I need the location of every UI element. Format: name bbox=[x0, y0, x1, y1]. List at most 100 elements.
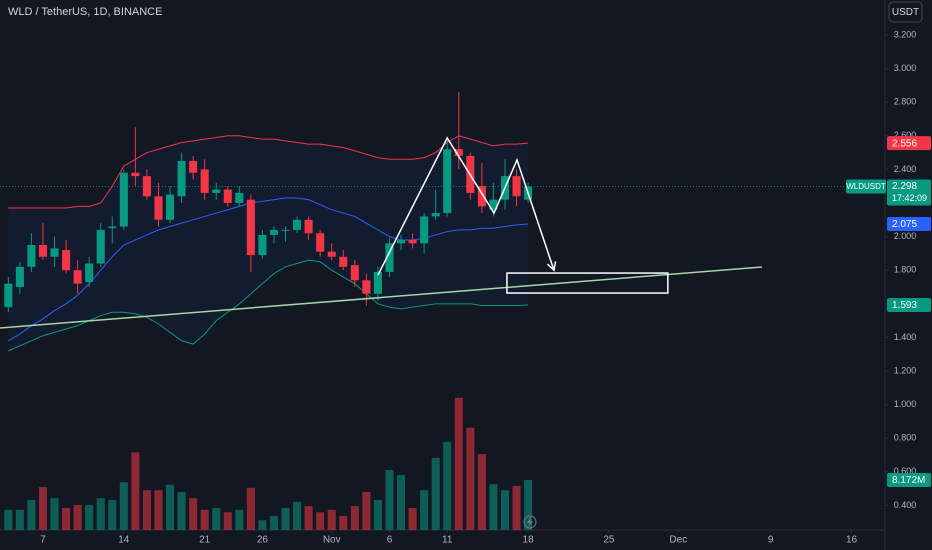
candle-body bbox=[165, 194, 175, 220]
candle-body bbox=[85, 263, 94, 282]
countdown: 17:42:09 bbox=[892, 193, 927, 203]
price-tag bbox=[887, 136, 931, 151]
volume-bar bbox=[258, 520, 267, 530]
candle-body bbox=[304, 219, 313, 234]
candle-body bbox=[154, 196, 163, 220]
x-tick-label: Dec bbox=[669, 535, 687, 546]
y-tick-label: 3.200 bbox=[894, 29, 917, 39]
currency-button[interactable] bbox=[888, 1, 923, 23]
volume-bar bbox=[142, 490, 151, 530]
y-tick-label: 3.000 bbox=[894, 63, 917, 73]
candle-body bbox=[246, 199, 255, 256]
candle-body bbox=[293, 219, 302, 230]
volume-bar bbox=[154, 490, 163, 530]
candle-body bbox=[96, 229, 105, 264]
candle-body bbox=[396, 239, 406, 244]
volume-bar bbox=[327, 509, 336, 530]
candle-body bbox=[420, 216, 429, 244]
candle-body bbox=[200, 169, 209, 193]
y-tick-label: 2.400 bbox=[894, 164, 917, 174]
volume-bar bbox=[235, 509, 244, 530]
chart-title: WLD / TetherUS, 1D, BINANCE bbox=[8, 6, 162, 18]
x-tick-label: 14 bbox=[118, 535, 130, 546]
bollinger-upper bbox=[8, 135, 529, 209]
volume-bar bbox=[524, 479, 533, 530]
volume-bar bbox=[316, 512, 325, 530]
candle-body bbox=[385, 243, 394, 272]
pattern-path bbox=[377, 136, 555, 276]
volume-bar bbox=[189, 498, 198, 530]
symbol-label: WLDUSDT bbox=[846, 182, 886, 191]
candle-body bbox=[4, 283, 13, 308]
candle-body bbox=[443, 149, 452, 214]
volume-bar bbox=[281, 507, 290, 530]
candle-body bbox=[339, 256, 348, 267]
bollinger-lower bbox=[8, 259, 529, 352]
y-tick-label: 1.400 bbox=[894, 332, 917, 342]
pattern-arrowhead bbox=[546, 261, 557, 272]
x-tick-label: 6 bbox=[387, 535, 393, 546]
x-tick-label: 11 bbox=[442, 535, 453, 546]
candle-body bbox=[108, 226, 117, 229]
volume-bar bbox=[466, 427, 475, 530]
volume-bar bbox=[269, 515, 279, 530]
volume-bar bbox=[246, 487, 255, 530]
volume-bar bbox=[373, 500, 382, 530]
replay-icon[interactable] bbox=[523, 515, 537, 529]
volume-bar bbox=[38, 487, 48, 530]
volume-bar bbox=[223, 512, 232, 530]
x-tick-label: 7 bbox=[40, 535, 46, 546]
candle-body bbox=[38, 245, 48, 257]
y-tick-label: 2.000 bbox=[894, 231, 917, 241]
volume-bar bbox=[165, 484, 175, 530]
volume-bar bbox=[454, 397, 463, 530]
candle-body bbox=[350, 265, 359, 281]
candle-body bbox=[27, 245, 36, 267]
volume-bar bbox=[177, 492, 186, 530]
volume-bar bbox=[431, 457, 440, 530]
candle-body bbox=[189, 160, 198, 173]
volume-tag-label: 8.172M bbox=[892, 475, 925, 486]
candle-body bbox=[50, 248, 59, 257]
volume-bar bbox=[293, 501, 302, 530]
y-tick-label: 0.400 bbox=[894, 500, 917, 510]
bollinger-fill bbox=[8, 135, 529, 351]
x-tick-label: Nov bbox=[323, 535, 341, 546]
candle-body bbox=[281, 229, 290, 231]
volume-bar bbox=[396, 474, 406, 530]
y-tick-label: 1.000 bbox=[894, 399, 917, 409]
y-tick-label: 0.600 bbox=[894, 466, 917, 476]
volume-bar bbox=[119, 482, 128, 530]
target-box bbox=[506, 272, 669, 294]
volume-bar bbox=[362, 492, 371, 530]
price-tag bbox=[887, 297, 931, 312]
x-tick-label: 25 bbox=[603, 535, 615, 546]
volume-bar bbox=[200, 509, 209, 530]
price-axis: 3.2003.0002.8002.6002.4002.2002.0001.800… bbox=[846, 29, 931, 510]
symbol-tag bbox=[846, 179, 886, 194]
y-tick-label: 2.800 bbox=[894, 97, 917, 107]
candle-body bbox=[408, 239, 417, 244]
currency-label[interactable]: USDT bbox=[892, 7, 919, 18]
volume-bar bbox=[512, 485, 521, 530]
candle-body bbox=[477, 186, 486, 207]
volume-bar bbox=[420, 490, 429, 530]
y-tick-label: 2.600 bbox=[894, 130, 917, 140]
y-tick-label: 1.800 bbox=[894, 265, 917, 275]
volume-bar bbox=[477, 454, 486, 530]
y-tick-label: 1.200 bbox=[894, 365, 917, 375]
volume-bar bbox=[212, 507, 221, 530]
volume-bar bbox=[50, 498, 59, 530]
candle-body bbox=[362, 280, 371, 294]
replay-icon-bolt bbox=[527, 517, 533, 527]
candle-body bbox=[454, 149, 463, 156]
bollinger-middle bbox=[8, 197, 529, 342]
volume-bar bbox=[339, 515, 348, 530]
price-tag-label: 1.593 bbox=[892, 300, 917, 311]
price-tag bbox=[887, 216, 931, 231]
volume-bar bbox=[96, 498, 105, 530]
volume-bar bbox=[85, 504, 94, 530]
candle-body bbox=[131, 172, 140, 177]
trendline bbox=[0, 266, 763, 329]
x-tick-label: 18 bbox=[523, 535, 535, 546]
